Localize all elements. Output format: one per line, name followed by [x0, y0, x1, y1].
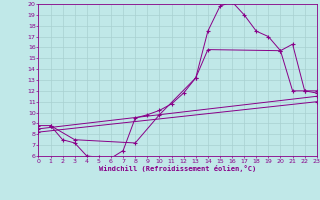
X-axis label: Windchill (Refroidissement éolien,°C): Windchill (Refroidissement éolien,°C): [99, 165, 256, 172]
